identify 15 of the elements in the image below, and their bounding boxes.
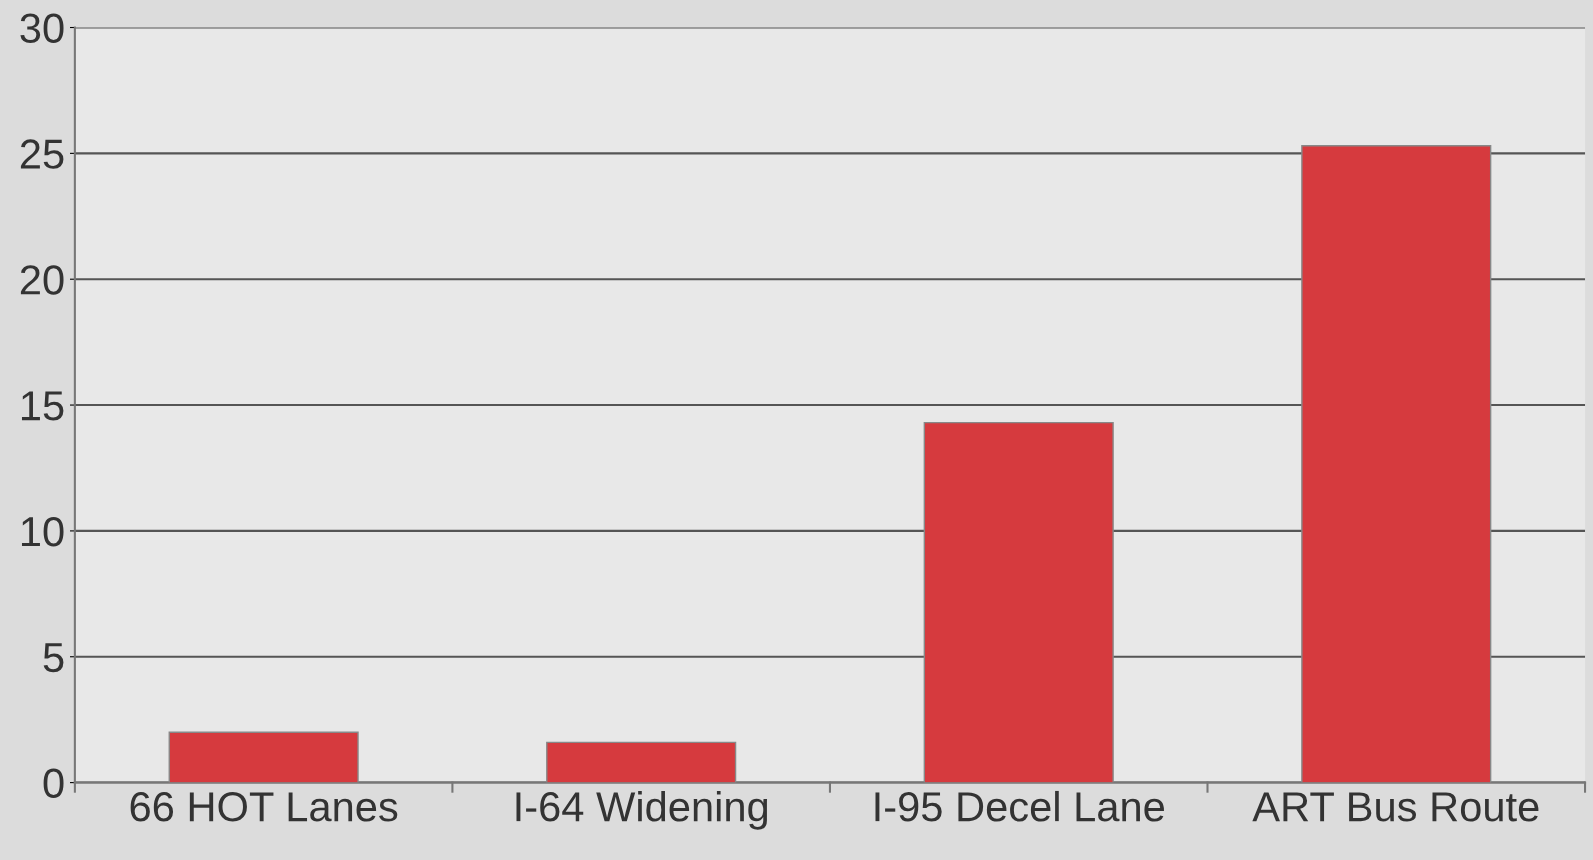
x-tick-label: I-64 Widening <box>516 790 768 830</box>
y-tick-label: 0 <box>43 768 64 799</box>
y-tick-label: 15 <box>21 391 64 421</box>
bar <box>1301 145 1492 783</box>
y-tick-label: 5 <box>43 643 64 673</box>
x-tick-label: 66 HOT Lanes <box>130 792 398 822</box>
y-tick-label: 10 <box>21 516 64 547</box>
x-tick-label: I-95 Decel Lane <box>875 790 1164 822</box>
bar <box>546 741 737 783</box>
bar <box>923 421 1114 783</box>
y-tick-label: 25 <box>20 139 64 169</box>
bar <box>168 731 359 783</box>
y-tick-label: 30 <box>20 13 64 44</box>
y-tick-label: 20 <box>20 265 64 295</box>
x-tick-label: ART Bus Route <box>1252 792 1539 822</box>
